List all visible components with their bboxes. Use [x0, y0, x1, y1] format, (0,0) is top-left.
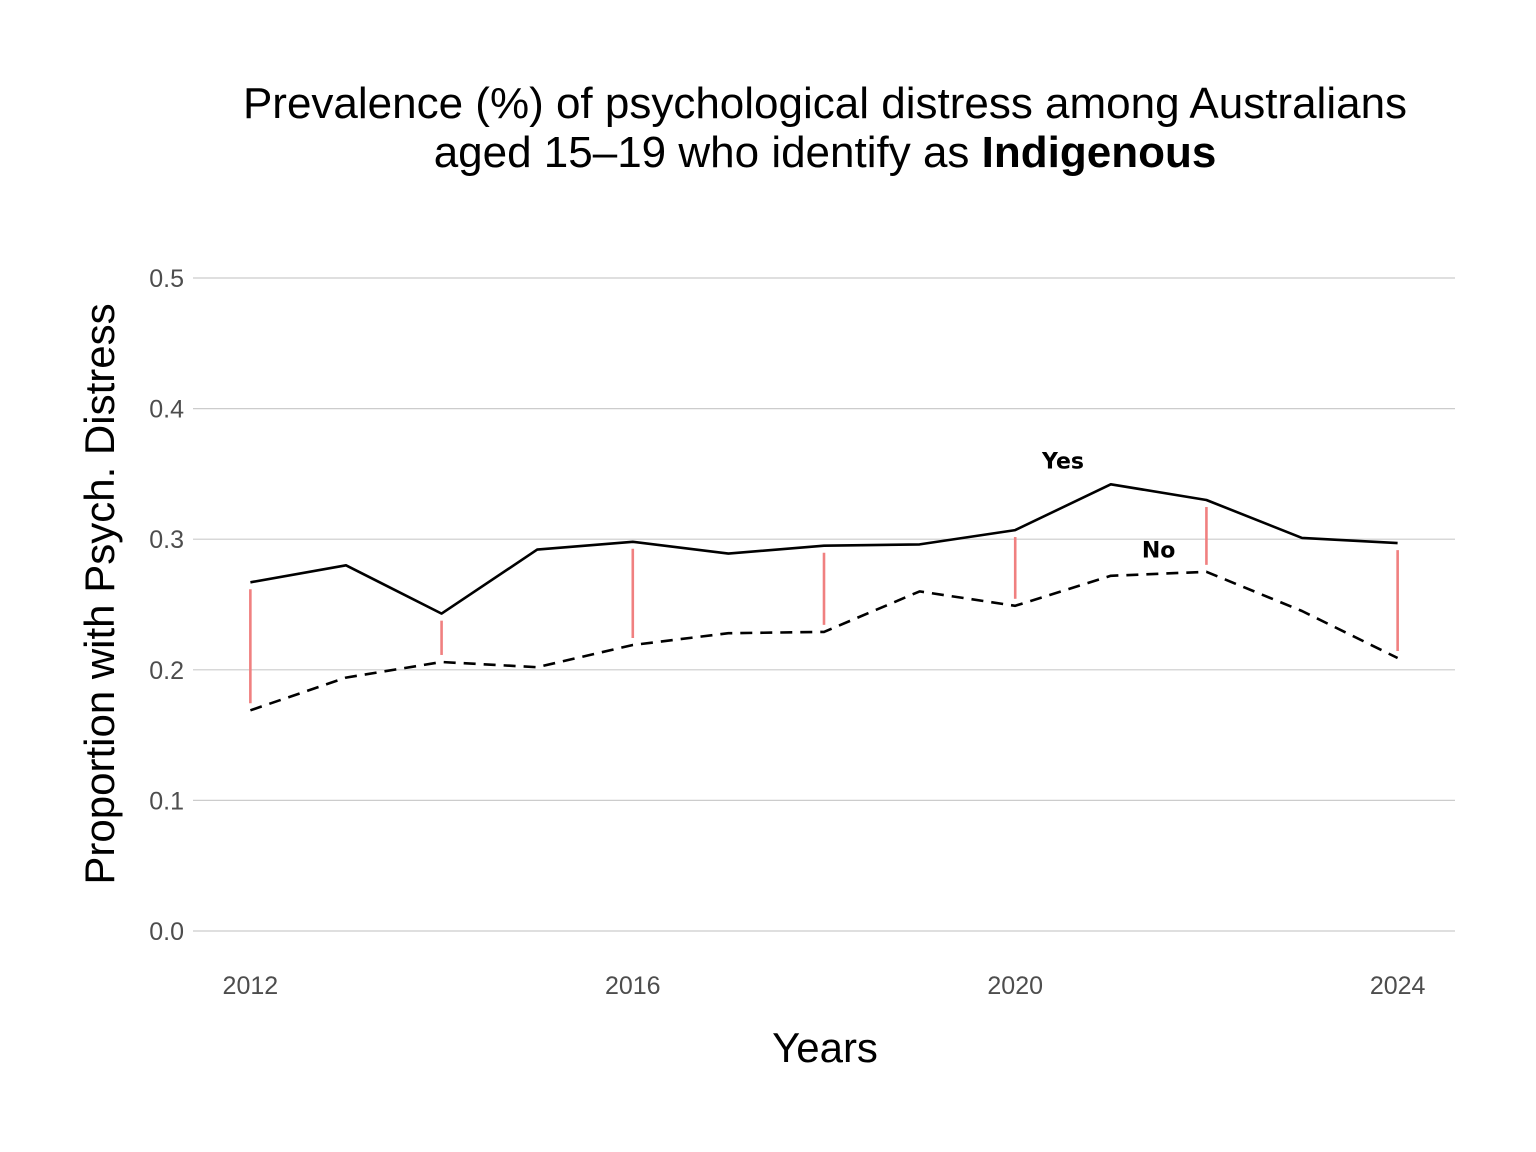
x-tick-label: 2012	[223, 972, 279, 1000]
y-tick-label: 0.4	[149, 396, 184, 424]
chart-title: Prevalence (%) of psychological distress…	[243, 79, 1407, 177]
x-tick-label: 2024	[1370, 972, 1426, 1000]
x-tick-label: 2016	[605, 972, 661, 1000]
x-tick-label: 2020	[987, 972, 1043, 1000]
chart-title-line-2: aged 15–19 who identify as Indigenous	[434, 128, 1217, 177]
chart-title-emphasis: Indigenous	[982, 128, 1217, 177]
series-lines	[249, 482, 1399, 712]
y-tick-label: 0.1	[149, 787, 184, 815]
gridlines	[193, 277, 1455, 932]
series-line-yes	[250, 482, 1398, 615]
y-tick-label: 0.5	[149, 265, 184, 293]
y-axis-title: Proportion with Psych. Distress	[76, 303, 123, 884]
x-axis-title: Years	[772, 1024, 878, 1071]
series-labels: Yes No	[1041, 450, 1175, 564]
gap-segments	[249, 507, 1399, 704]
x-axis-ticks: 2012 2016 2020 2024	[223, 972, 1426, 1000]
y-tick-label: 0.3	[149, 526, 184, 554]
series-label-yes: Yes	[1041, 450, 1084, 475]
series-line-no	[249, 570, 1399, 712]
y-axis-ticks: 0.0 0.1 0.2 0.3 0.4 0.5	[149, 265, 184, 946]
y-tick-label: 0.2	[149, 657, 184, 685]
chart-title-line-2-prefix: aged 15–19 who identify as	[434, 128, 982, 177]
series-label-no: No	[1142, 538, 1176, 563]
chart-title-line-1: Prevalence (%) of psychological distress…	[243, 79, 1407, 128]
y-tick-label: 0.0	[149, 918, 184, 946]
